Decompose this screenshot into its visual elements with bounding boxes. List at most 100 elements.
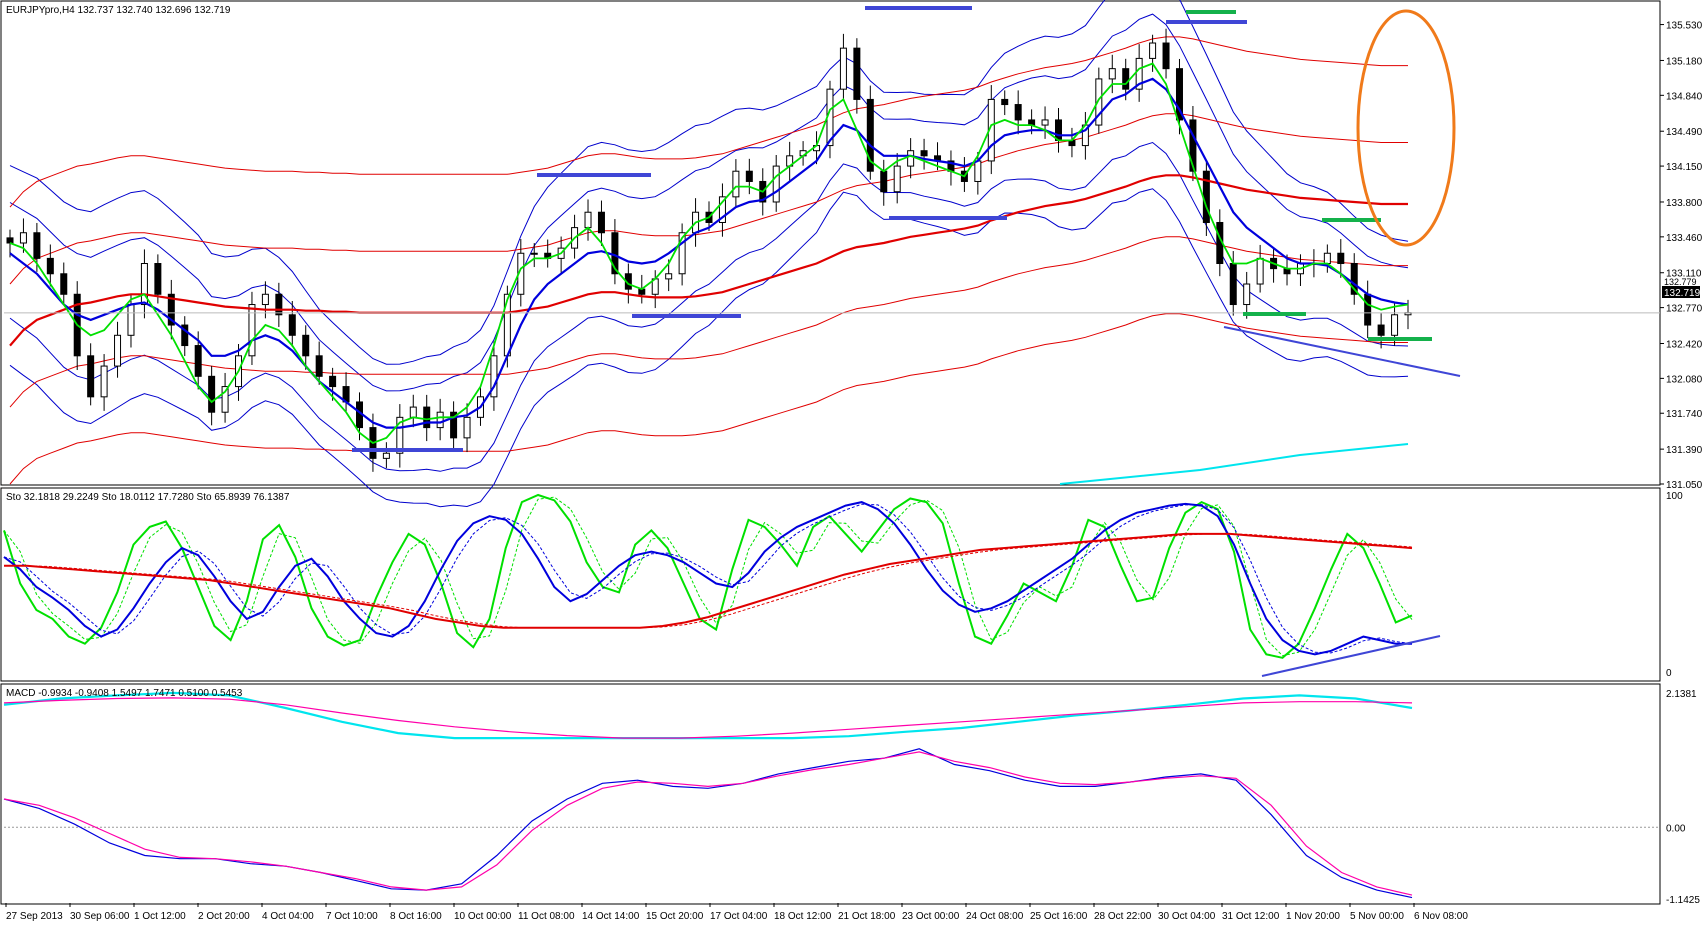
price-tick-label: 133.460 xyxy=(1666,233,1702,244)
candle-body xyxy=(1041,119,1049,126)
candle-body xyxy=(745,170,753,182)
candle-body xyxy=(208,375,216,413)
ma-green xyxy=(9,62,1409,445)
time-tick-label: 24 Oct 08:00 xyxy=(966,911,1024,922)
time-tick-label: 31 Oct 12:00 xyxy=(1222,911,1280,922)
time-tick-label: 30 Oct 04:00 xyxy=(1158,911,1216,922)
macd-panel[interactable] xyxy=(0,683,1661,905)
macd-tick-label: 0.00 xyxy=(1666,823,1686,834)
time-tick-label: 5 Nov 00:00 xyxy=(1350,911,1404,922)
stochastic-line-1 xyxy=(3,501,1412,656)
ma-blue xyxy=(9,77,1409,429)
candle-body xyxy=(436,411,444,429)
current-price-label: 132.719 xyxy=(1664,288,1701,299)
candle-body xyxy=(221,386,229,413)
price-tick-label: 134.150 xyxy=(1666,162,1702,173)
candle-body xyxy=(194,345,202,377)
candle-body xyxy=(1189,119,1197,172)
candle-body xyxy=(853,47,861,100)
macd-tick-label: -1.1425 xyxy=(1666,895,1700,906)
price-tick-label: 133.110 xyxy=(1666,269,1702,280)
candle-body xyxy=(127,304,135,336)
candle-body xyxy=(1135,57,1143,90)
candle-body xyxy=(907,150,915,167)
time-tick-label: 28 Oct 22:00 xyxy=(1094,911,1152,922)
price-tick-label: 132.770 xyxy=(1666,304,1702,315)
candle-body xyxy=(1337,252,1345,265)
highlight-ellipse xyxy=(1356,9,1456,247)
price-tick-label: 134.490 xyxy=(1666,127,1702,138)
candle-body xyxy=(46,257,54,275)
stochastic-panel-title: Sto 32.1818 29.2249 Sto 18.0112 17.7280 … xyxy=(6,492,290,503)
candle-body xyxy=(315,355,323,377)
time-tick-label: 25 Oct 16:00 xyxy=(1030,911,1088,922)
candle-body xyxy=(880,170,888,193)
candle-body xyxy=(1243,283,1251,306)
ma-red-thick xyxy=(9,174,1408,347)
candle-body xyxy=(450,411,458,439)
candle-body xyxy=(584,211,592,229)
macd-panel-title: MACD -0.9934 -0.9408 1.5497 1.7471 0.510… xyxy=(6,688,243,699)
candle-body xyxy=(772,165,780,203)
candle-body xyxy=(288,314,296,336)
stochastic-line-2 xyxy=(4,532,1413,629)
candle-body xyxy=(718,196,726,223)
time-tick-label: 10 Oct 00:00 xyxy=(454,911,512,922)
time-tick-label: 2 Oct 20:00 xyxy=(198,911,250,922)
upper-envelope-red-0 xyxy=(9,36,1408,208)
stochastic-signal-2 xyxy=(4,533,1413,629)
price-tick-label: 131.390 xyxy=(1666,445,1702,456)
price-tick-label: 132.420 xyxy=(1666,340,1702,351)
time-tick-label: 18 Oct 12:00 xyxy=(774,911,832,922)
price-tick-label: 134.840 xyxy=(1666,91,1702,102)
candle-body xyxy=(1377,324,1385,336)
time-tick-label: 30 Sep 06:00 xyxy=(70,911,130,922)
time-tick-label: 1 Oct 12:00 xyxy=(134,911,186,922)
candle-body xyxy=(275,293,283,316)
lower-band-blue-0 xyxy=(9,188,1409,508)
candle-body xyxy=(1001,98,1009,106)
candle-body xyxy=(597,211,605,234)
candle-body xyxy=(463,416,471,439)
macd-tick-label: 2.1381 xyxy=(1666,689,1697,700)
time-tick-label: 23 Oct 00:00 xyxy=(902,911,960,922)
candle-body xyxy=(1014,104,1022,121)
time-tick-label: 17 Oct 04:00 xyxy=(710,911,768,922)
candle-body xyxy=(530,252,538,255)
time-tick-label: 15 Oct 20:00 xyxy=(646,911,704,922)
candle-body xyxy=(396,416,404,454)
candle-body xyxy=(866,98,874,172)
candle-body xyxy=(1391,314,1399,336)
candle-body xyxy=(732,170,740,198)
upper-band-blue-1 xyxy=(9,13,1409,392)
candle-body xyxy=(181,324,189,347)
candle-body xyxy=(423,406,431,429)
price-panel-title: EURJPYpro,H4 132.737 132.740 132.696 132… xyxy=(6,5,231,16)
price-tick-label: 135.530 xyxy=(1666,21,1702,32)
candle-body xyxy=(87,355,95,398)
candle-body xyxy=(154,263,162,295)
candle-body xyxy=(678,232,686,275)
time-tick-label: 4 Oct 04:00 xyxy=(262,911,314,922)
current-price-aux: 132.779 xyxy=(1664,277,1697,287)
current-price-tag xyxy=(1662,286,1700,298)
candle-body xyxy=(839,47,847,90)
price-tick-label: 135.180 xyxy=(1666,56,1702,67)
candle-body xyxy=(302,334,310,357)
time-tick-label: 27 Sep 2013 xyxy=(6,911,63,922)
candle-body xyxy=(60,273,68,295)
time-tick-label: 7 Oct 10:00 xyxy=(326,911,378,922)
candle-body xyxy=(100,365,108,398)
lower-envelope-red-0 xyxy=(9,313,1408,485)
candle-body xyxy=(140,263,148,306)
stochastic-tick-label: 0 xyxy=(1666,668,1672,679)
candle-body xyxy=(1229,263,1237,306)
macd-line-3 xyxy=(3,697,1413,739)
macd-line-1 xyxy=(3,751,1413,896)
candle-body xyxy=(490,355,498,398)
candle-body xyxy=(167,293,175,326)
macd-line-2 xyxy=(3,691,1413,740)
candle-body xyxy=(1256,257,1264,285)
